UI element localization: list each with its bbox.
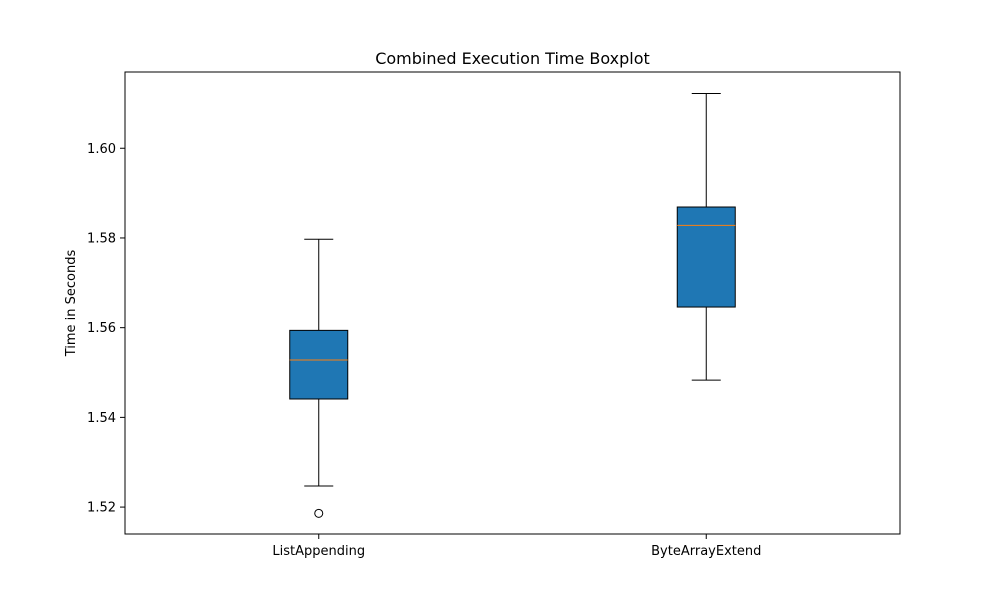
box-iqr	[676, 206, 736, 308]
x-axis: ListAppending ByteArrayExtend	[272, 534, 761, 559]
y-tick-label: 1.60	[87, 142, 116, 157]
box-iqr	[289, 329, 349, 400]
x-tick-label: ByteArrayExtend	[651, 544, 761, 559]
box-group-ByteArrayExtend	[676, 93, 736, 381]
y-tick-label: 1.58	[87, 231, 116, 246]
outlier-point	[314, 508, 324, 518]
y-tick-label: 1.52	[87, 501, 116, 516]
plot-area	[289, 93, 736, 518]
chart-title: Combined Execution Time Boxplot	[375, 49, 650, 68]
axes-frame	[124, 71, 901, 535]
y-axis: 1.52 1.54 1.56 1.58 1.60	[87, 142, 125, 516]
y-axis-label: Time in Seconds	[64, 250, 79, 358]
box-group-ListAppending	[289, 238, 349, 518]
x-tick-label: ListAppending	[272, 544, 365, 559]
y-tick-label: 1.56	[87, 321, 116, 336]
y-tick-label: 1.54	[87, 411, 116, 426]
